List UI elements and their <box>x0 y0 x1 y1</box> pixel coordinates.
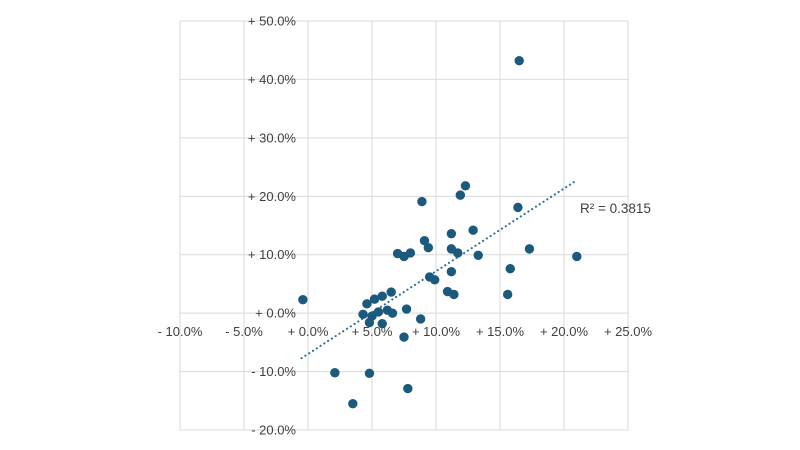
y-axis-tick-label: + 10.0% <box>248 247 297 262</box>
data-point <box>453 248 463 258</box>
x-axis-tick-label: - 5.0% <box>225 324 263 339</box>
data-point <box>415 314 426 324</box>
data-point <box>468 225 478 235</box>
data-point <box>387 308 398 318</box>
x-axis-tick-label: + 15.0% <box>476 324 525 339</box>
y-axis-tick-label: + 40.0% <box>248 72 297 87</box>
data-point <box>358 309 368 320</box>
data-point <box>449 289 459 300</box>
y-axis-tick-label: - 20.0% <box>251 423 296 438</box>
data-point <box>377 291 387 301</box>
data-point <box>362 299 372 309</box>
data-point <box>514 56 524 66</box>
data-point <box>473 250 483 260</box>
data-point <box>405 248 416 258</box>
data-point <box>298 295 308 305</box>
data-point <box>330 368 340 378</box>
data-points-group <box>298 56 582 409</box>
data-point <box>369 294 380 304</box>
data-point <box>460 181 471 191</box>
x-axis-tick-label: + 20.0% <box>540 324 589 339</box>
data-point <box>419 235 430 246</box>
data-point <box>417 196 427 207</box>
r-squared-label: R² = 0.3815 <box>580 201 651 216</box>
data-point <box>572 251 582 262</box>
data-point <box>377 318 387 329</box>
y-axis-tick-label: - 10.0% <box>251 364 296 379</box>
data-point <box>373 307 384 317</box>
axis-labels-group: - 10.0% - 5.0% + 0.0% + 5.0% + 10.0% + 15.0% +… <box>158 14 653 438</box>
y-axis-tick-label: + 0.0% <box>255 306 296 321</box>
data-point <box>446 266 457 277</box>
trendline <box>300 180 577 360</box>
x-axis-tick-label: + 0.0% <box>288 324 329 339</box>
data-point <box>446 228 457 239</box>
data-point <box>423 243 434 253</box>
y-axis-tick-label: + 50.0% <box>248 14 297 29</box>
data-point <box>401 304 412 314</box>
y-axis-tick-label: + 30.0% <box>248 130 297 145</box>
x-axis-tick-label: - 10.0% <box>158 324 203 339</box>
data-point <box>364 368 375 379</box>
data-point <box>430 275 440 285</box>
y-axis-tick-label: + 20.0% <box>248 189 297 204</box>
x-axis-tick-label: + 5.0% <box>352 324 393 339</box>
data-point <box>513 202 523 213</box>
data-point <box>348 399 358 409</box>
data-point <box>386 287 396 297</box>
x-axis-tick-label: + 25.0% <box>604 324 653 339</box>
data-point <box>524 244 535 254</box>
data-point <box>399 332 409 342</box>
data-point <box>403 383 413 394</box>
data-point <box>505 264 515 274</box>
x-axis-tick-label: + 10.0% <box>412 324 461 339</box>
trendline-group <box>300 180 577 360</box>
data-point <box>502 289 513 300</box>
data-point <box>364 317 375 328</box>
data-point <box>455 190 466 200</box>
